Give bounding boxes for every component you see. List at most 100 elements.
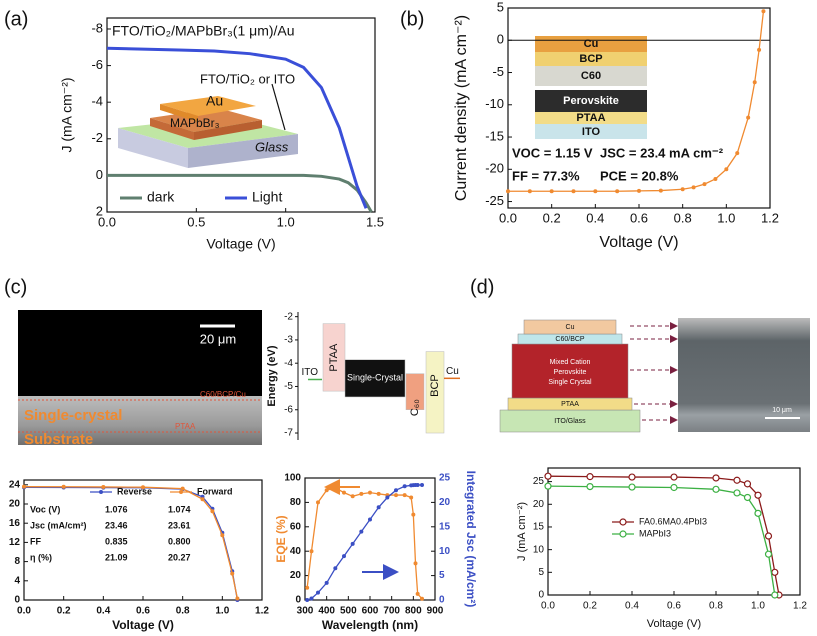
y-tick-label: 16 — [9, 518, 21, 529]
data-point — [342, 554, 346, 559]
x-axis-label: Voltage (V) — [599, 234, 678, 251]
energy-band — [344, 359, 406, 398]
table-cell: 23.46 — [105, 520, 128, 530]
annotation: Glass — [255, 139, 289, 154]
data-point — [549, 189, 554, 194]
x-tick-label: 1.2 — [255, 606, 269, 617]
layer-label: PTAA — [561, 401, 579, 408]
plot-frame — [106, 17, 376, 213]
data-point — [670, 473, 678, 481]
x-tick-label: 1.0 — [717, 210, 735, 225]
y-tick-label: 60 — [290, 521, 302, 532]
y-tick-label: 8 — [14, 556, 20, 567]
y-axis-label: Current density (mA cm⁻²) — [453, 15, 470, 201]
panel-label: (c) — [4, 276, 27, 298]
table-cell: 0.835 — [105, 536, 128, 546]
data-point — [771, 591, 779, 599]
table-cell: 20.27 — [168, 552, 191, 562]
y-tick-label: 5 — [497, 0, 504, 14]
legend-marker — [619, 518, 627, 526]
data-point — [210, 509, 215, 514]
annotation: ITO — [582, 126, 601, 138]
x-axis-label: Voltage (V) — [647, 618, 701, 630]
y-tick-label: 0 — [14, 595, 20, 606]
energy-band — [322, 323, 346, 392]
data-point — [724, 167, 729, 172]
x-tick-label: 0.8 — [176, 606, 190, 617]
data-point — [316, 500, 320, 505]
data-point — [702, 182, 707, 187]
data-point — [771, 568, 779, 576]
y-tick-label: -6 — [284, 404, 293, 415]
y-tick-label: 20 — [533, 499, 545, 510]
data-point — [409, 495, 414, 500]
data-point — [200, 497, 205, 502]
x-tick-label: 1.0 — [277, 214, 295, 229]
data-point — [415, 483, 420, 488]
data-point — [305, 585, 310, 590]
y-tick-label: 5 — [538, 567, 544, 578]
y-tick-label: 0 — [96, 167, 103, 182]
x-tick-label: 1.2 — [761, 210, 779, 225]
x-tick-label: 0.2 — [57, 606, 71, 617]
data-point — [305, 598, 310, 602]
annotation: Perovskite — [563, 95, 619, 107]
data-point — [376, 491, 381, 496]
scale-bar-label: 20 μm — [200, 331, 236, 346]
x-tick-label: 1.0 — [751, 601, 765, 612]
data-point — [220, 533, 225, 538]
layer-label: Substrate — [24, 431, 93, 448]
level-label: ITO — [302, 367, 319, 378]
layer-label: Mixed Cation — [550, 359, 591, 366]
x-tick-label: 1.2 — [793, 601, 807, 612]
y-axis-label: J (mA cm⁻²) — [59, 77, 75, 152]
x-tick-label: 0.0 — [499, 210, 517, 225]
y-tick-label: -25 — [485, 193, 504, 208]
y-tick-label: -15 — [485, 128, 504, 143]
y-tick-label: -4 — [91, 94, 103, 109]
layer-label: C60/BCP — [555, 336, 585, 343]
annotation: MAPbBr₃ — [170, 116, 220, 130]
y2-tick-label: 20 — [439, 497, 451, 508]
panel-label: (d) — [470, 276, 494, 298]
y2-tick-label: 10 — [439, 546, 451, 557]
legend-label: FA0.6MA0.4PbI3 — [639, 516, 707, 526]
data-point — [670, 483, 678, 492]
x-tick-label: 0.8 — [709, 601, 723, 612]
energy-band — [425, 351, 445, 434]
layer-label: Perovskite — [554, 369, 587, 376]
data-point — [658, 188, 663, 193]
data-point — [712, 485, 720, 493]
data-point — [712, 474, 720, 482]
y-tick-label: -6 — [91, 57, 103, 72]
band-label: Single-Crystal — [347, 373, 403, 383]
data-point — [733, 476, 741, 484]
data-point — [544, 482, 552, 490]
device-schematic — [499, 318, 810, 433]
series-line — [106, 46, 368, 209]
data-point — [394, 493, 398, 498]
data-point — [506, 189, 510, 194]
layer-label: PTAA — [175, 422, 196, 431]
data-point — [586, 473, 594, 481]
annotation: PCE = 20.8% — [600, 168, 679, 183]
band-label: C₆₀ — [409, 399, 421, 416]
data-point — [586, 482, 594, 491]
x-tick-label: 0.6 — [630, 210, 648, 225]
y-tick-label: 25 — [533, 476, 545, 487]
data-point — [628, 483, 636, 491]
x-tick-label: 700 — [383, 606, 400, 617]
data-point — [324, 488, 329, 493]
legend-marker — [179, 490, 183, 494]
legend-label: dark — [147, 189, 175, 205]
data-point — [754, 509, 762, 517]
y-tick-label: 40 — [290, 546, 302, 557]
data-point — [752, 80, 757, 85]
annotation: PTAA — [576, 112, 605, 124]
y-axis-label: J (mA cm⁻²) — [516, 502, 528, 561]
x-tick-label: 1.5 — [366, 214, 384, 229]
data-point — [309, 549, 314, 554]
x-tick-label: 900 — [427, 606, 444, 617]
data-point — [324, 580, 329, 585]
